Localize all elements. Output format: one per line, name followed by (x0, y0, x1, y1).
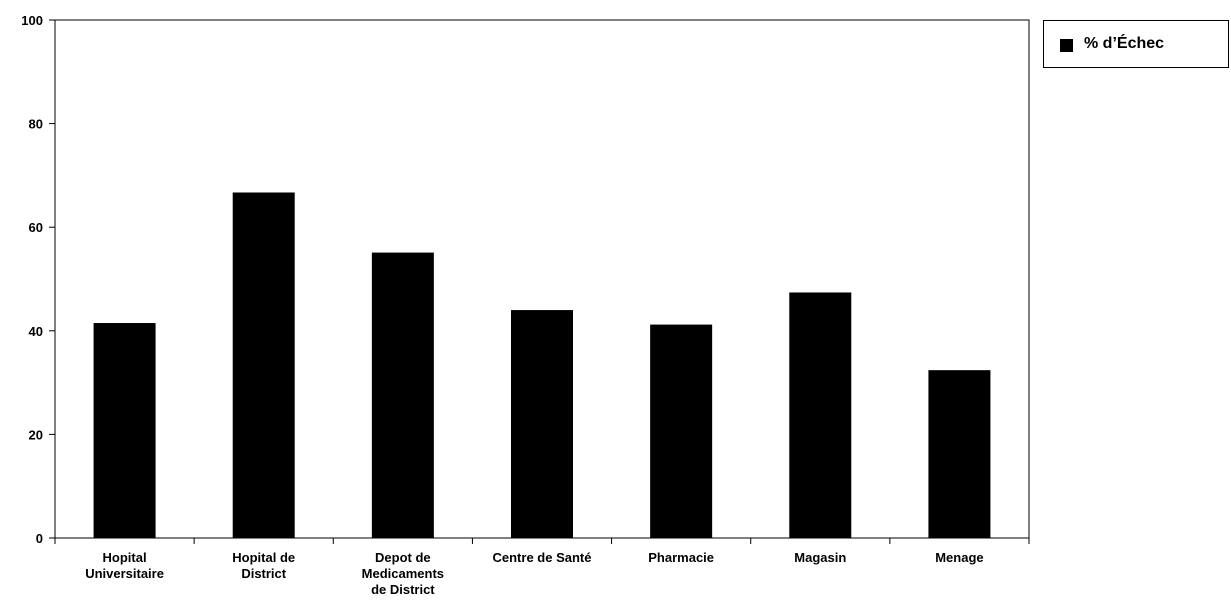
legend: % d’Échec (1043, 20, 1229, 68)
y-tick-label: 60 (29, 220, 43, 235)
y-tick-label: 100 (21, 13, 43, 28)
y-tick-label: 40 (29, 324, 43, 339)
x-tick-label: Depot de Medicaments de District (362, 550, 444, 597)
x-tick-label: Magasin (794, 550, 846, 565)
bar (371, 252, 434, 538)
x-tick-label: Pharmacie (648, 550, 714, 565)
legend-label: % d’Échec (1084, 35, 1165, 52)
y-tick-label: 80 (29, 117, 43, 132)
legend-swatch (1060, 39, 1073, 52)
bar (93, 323, 156, 538)
x-tick-label: Centre de Santé (493, 550, 592, 565)
bar (232, 192, 295, 538)
x-axis: Hopital Universitaire Hopital de District De… (54, 538, 1030, 597)
bar (511, 310, 573, 538)
bar (928, 370, 991, 538)
bar (789, 292, 852, 538)
bar (650, 324, 713, 538)
y-tick-label: 20 (29, 427, 43, 442)
x-tick-label: Hopital Universitaire (85, 550, 164, 581)
bars (93, 192, 991, 538)
x-tick-label: Menage (935, 550, 983, 565)
x-tick-label: Hopital de District (232, 550, 295, 581)
y-axis: 0 20 40 60 80 100 (21, 13, 55, 546)
y-tick-label: 0 (36, 531, 43, 546)
